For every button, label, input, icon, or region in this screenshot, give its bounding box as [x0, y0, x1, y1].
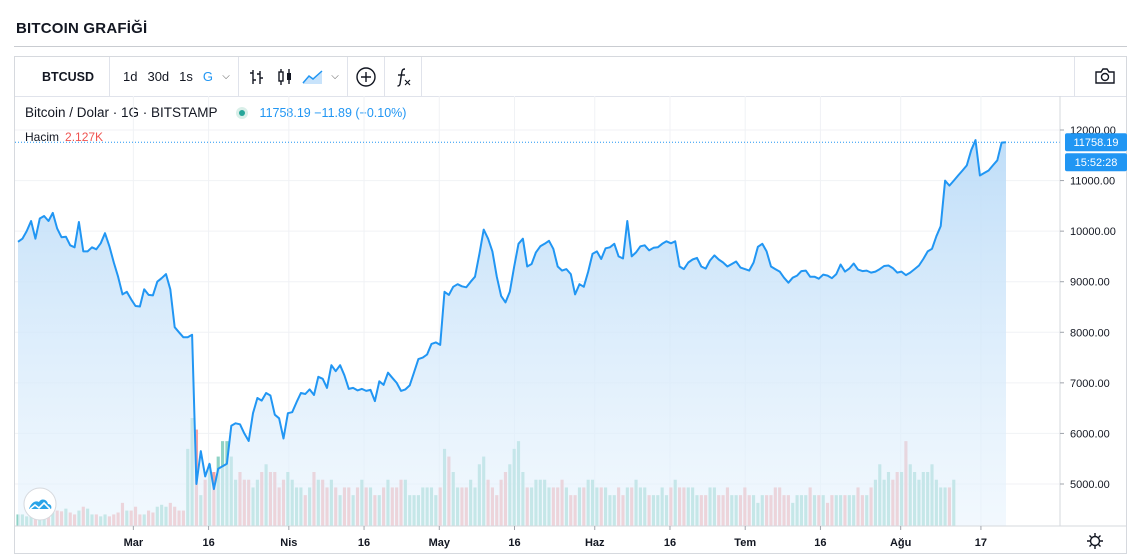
x-tick-label: 16 [202, 537, 214, 549]
chart-style-dropdown-chevron-icon[interactable]: ⌵ [331, 71, 339, 82]
x-tick-label: 16 [358, 537, 370, 549]
interval-dropdown-chevron-icon[interactable]: ⌵ [222, 71, 230, 82]
toolbar-divider [421, 57, 423, 96]
title-divider [14, 46, 1127, 47]
bar-chart-style-icon[interactable] [243, 57, 271, 96]
price-change: −11.89 [314, 105, 352, 120]
y-tick-label: 9000.00 [1070, 277, 1110, 289]
y-tick-label: 8000.00 [1070, 327, 1110, 339]
x-tick-label: 17 [975, 537, 987, 549]
y-tick-label: 7000.00 [1070, 378, 1110, 390]
volume-label: Hacim [25, 130, 60, 144]
toolbar-divider [1074, 57, 1075, 96]
y-tick-label: 5000.00 [1070, 479, 1110, 491]
last-price-badge-label: 11758.19 [1073, 137, 1118, 149]
x-tick-label: May [429, 537, 451, 549]
y-tick-label: 11000.00 [1070, 176, 1115, 188]
function-fx-icon[interactable] [385, 57, 421, 96]
toolbar-divider [109, 57, 110, 96]
x-tick-label: Tem [734, 537, 756, 549]
y-tick-label: 10000.00 [1070, 226, 1116, 238]
y-tick-label: 6000.00 [1070, 428, 1110, 440]
x-tick-label: Ağu [890, 537, 911, 549]
add-indicator-plus-icon[interactable] [348, 57, 384, 96]
price-line [17, 139, 1007, 491]
x-tick-label: Nis [280, 537, 297, 549]
toolbar-divider [347, 57, 349, 96]
volume-value: 2.127K [65, 130, 104, 144]
series-name: Bitcoin / Dolar · 1G · BITSTAMP [25, 105, 218, 120]
volume-legend: Hacim 2.127K [25, 130, 103, 144]
interval-1d[interactable]: 1d [123, 69, 138, 84]
series-values: 11758.19 −11.89 (−0.10%) [260, 106, 407, 120]
interval-g[interactable]: G [202, 69, 214, 84]
time-badge [1065, 153, 1127, 172]
chart-widget: BTCUSD 1d 30d 1s G ⌵ ⌵ Bitcoin [14, 56, 1127, 554]
symbol-selector[interactable]: BTCUSD [15, 57, 109, 96]
toolbar-divider [238, 57, 240, 96]
last-price: 11758.19 [259, 105, 311, 120]
interval-30d[interactable]: 30d [147, 69, 170, 84]
settings-gear-icon[interactable] [1087, 533, 1103, 549]
market-status-icon [235, 106, 248, 119]
screenshot-camera-icon[interactable] [1094, 67, 1116, 90]
symbol-label: BTCUSD [41, 69, 95, 84]
x-tick-label: 16 [814, 537, 826, 549]
price-change-percent: (−0.10%) [355, 105, 407, 120]
x-tick-label: Mar [124, 537, 144, 549]
price-area-fill [18, 140, 1006, 526]
last-price-badge [1065, 133, 1127, 152]
x-tick-label: Haz [585, 537, 605, 549]
page-title: BITCOIN GRAFİĞİ [16, 20, 148, 37]
chart-toolbar: BTCUSD 1d 30d 1s G ⌵ ⌵ [15, 57, 1126, 97]
interval-1s[interactable]: 1s [179, 69, 193, 84]
x-tick-label: 16 [508, 537, 520, 549]
time-badge-label: 15:52:28 [1075, 157, 1118, 169]
x-tick-label: 16 [664, 537, 676, 549]
toolbar-divider [384, 57, 386, 96]
candles-style-icon[interactable] [271, 57, 299, 96]
logo-badge[interactable] [23, 487, 57, 521]
series-legend: Bitcoin / Dolar · 1G · BITSTAMP 11758.19… [25, 105, 406, 120]
area-style-icon[interactable] [299, 57, 327, 96]
